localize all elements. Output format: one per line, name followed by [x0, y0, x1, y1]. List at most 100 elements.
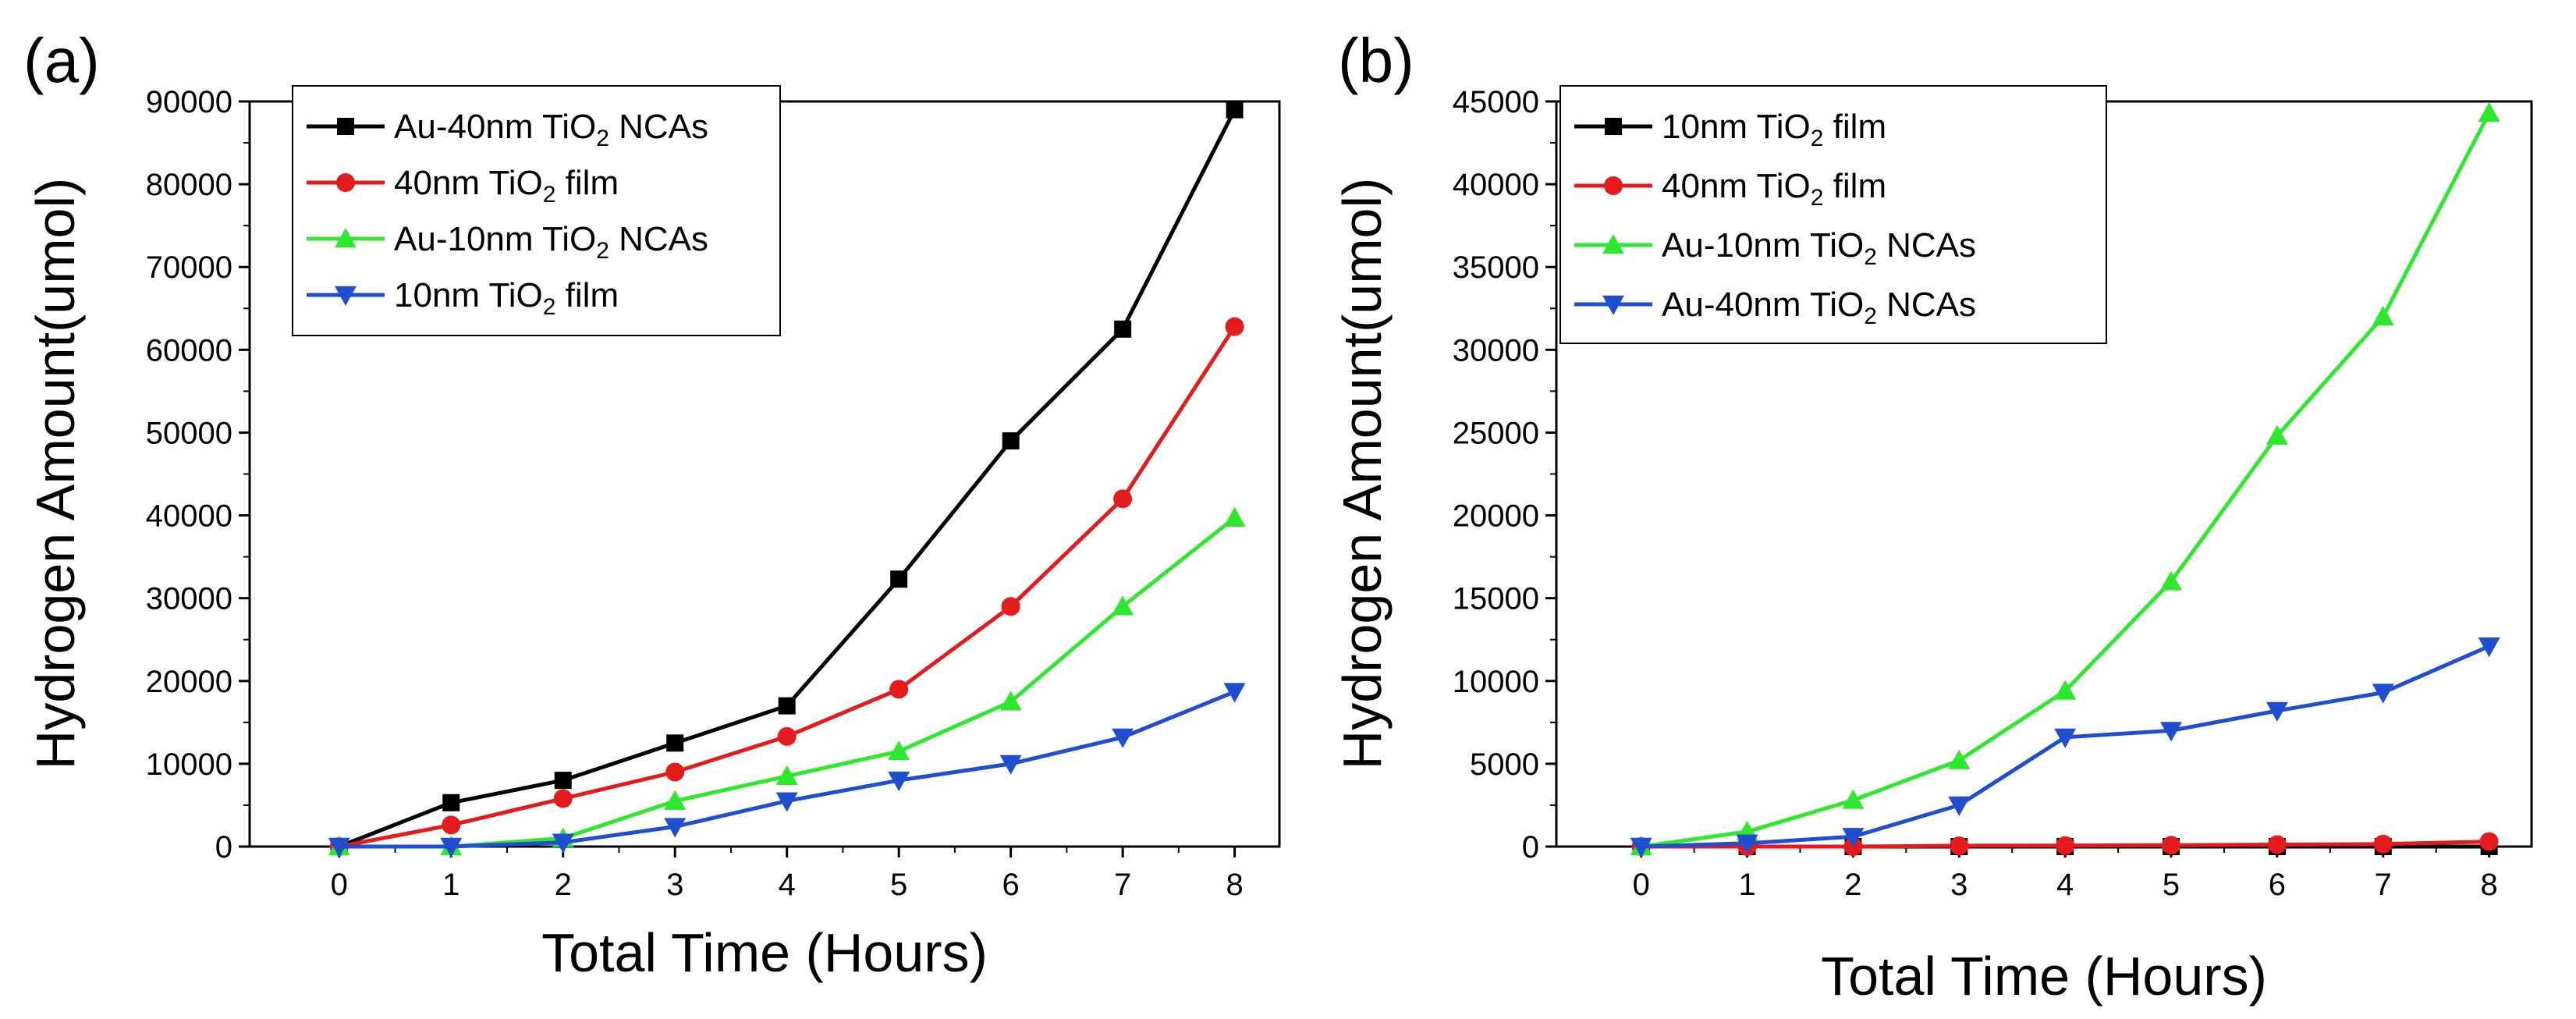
x-tick-label: 6: [1002, 868, 1020, 902]
x-tick-label: 5: [890, 868, 907, 902]
y-tick-label: 15000: [1453, 582, 1539, 616]
legend-marker: [336, 173, 355, 192]
data-point: [890, 570, 908, 588]
data-point: [888, 771, 910, 792]
legend-box: [1559, 85, 2107, 344]
data-point: [442, 815, 461, 835]
legend: 10nm TiO2 film 40nm TiO2 film Au-10nm TiO2…: [1559, 85, 2107, 344]
legend-item: Au-40nm TiO2 NCAs: [307, 108, 708, 151]
data-point: [1948, 796, 1971, 816]
y-tick-label: 70000: [146, 250, 232, 285]
y-tick-label: 0: [215, 830, 232, 865]
x-tick-label: 4: [779, 868, 796, 902]
data-point: [2160, 570, 2183, 591]
data-point: [2372, 683, 2394, 704]
data-point: [1223, 506, 1246, 527]
data-point: [1112, 728, 1134, 748]
data-point: [1001, 597, 1020, 616]
data-point: [2056, 836, 2075, 855]
y-tick-label: 0: [1522, 830, 1539, 865]
legend-marker: [1605, 118, 1622, 135]
y-tick-label: 25000: [1453, 416, 1539, 450]
legend-label: Au-40nm TiO2 NCAs: [1662, 286, 1976, 329]
y-axis-title: Hydrogen Amount(umol): [25, 178, 86, 770]
data-point: [1114, 320, 1132, 338]
panel-label: (a): [23, 26, 100, 95]
data-point: [2372, 305, 2394, 326]
data-point: [1002, 432, 1020, 450]
legend-marker: [1602, 234, 1624, 254]
x-tick-label: 6: [2269, 868, 2286, 902]
data-point: [999, 754, 1022, 775]
x-tick-label: 3: [1950, 868, 1967, 902]
data-point: [1113, 489, 1133, 509]
data-point: [778, 697, 796, 715]
legend-marker: [337, 118, 354, 135]
x-tick-label: 8: [1226, 868, 1243, 902]
data-point: [1950, 836, 1969, 855]
x-tick-label: 1: [1738, 868, 1755, 902]
y-tick-label: 20000: [146, 665, 232, 699]
legend-label: 10nm TiO2 film: [1662, 108, 1886, 151]
y-tick-label: 20000: [1453, 499, 1539, 534]
x-tick-label: 7: [1114, 868, 1131, 902]
legend-label: Au-10nm TiO2 NCAs: [1662, 226, 1976, 270]
y-tick-label: 10000: [1453, 665, 1539, 699]
data-point: [2160, 722, 2183, 742]
series-4: [328, 683, 1246, 857]
legend: Au-40nm TiO2 NCAs 40nm TiO2 film Au-10nm T…: [292, 85, 781, 336]
legend-item: Au-10nm TiO2 NCAs: [1574, 226, 1976, 270]
legend-label: 10nm TiO2 film: [394, 276, 619, 320]
chart-panel-b: (b)0500010000150002000025000300003500040…: [1332, 26, 2533, 1007]
data-point: [2373, 834, 2393, 854]
data-point: [1225, 317, 1244, 336]
legend-marker: [335, 286, 357, 306]
legend-item: 10nm TiO2 film: [307, 276, 619, 320]
data-point: [1223, 683, 1246, 703]
data-point: [2054, 728, 2077, 748]
series-4: [1630, 637, 2500, 857]
y-tick-label: 40000: [146, 499, 232, 534]
y-tick-label: 60000: [146, 333, 232, 367]
x-tick-label: 0: [331, 868, 348, 902]
x-tick-label: 7: [2375, 868, 2392, 902]
data-point: [553, 789, 573, 808]
legend-label: Au-10nm TiO2 NCAs: [394, 220, 708, 264]
legend-item: 10nm TiO2 film: [1574, 108, 1886, 151]
legend-marker: [1602, 295, 1624, 315]
y-tick-label: 45000: [1453, 85, 1539, 119]
data-point: [2479, 832, 2499, 851]
data-point: [1842, 789, 1865, 809]
y-tick-label: 80000: [146, 168, 232, 202]
x-tick-label: 1: [442, 868, 459, 902]
x-tick-label: 3: [666, 868, 683, 902]
data-point: [328, 837, 350, 857]
data-point: [2162, 836, 2181, 855]
data-point: [2054, 680, 2077, 700]
data-point: [442, 794, 460, 811]
x-tick-label: 2: [555, 868, 572, 902]
y-tick-label: 5000: [1470, 747, 1539, 782]
legend-label: Au-40nm TiO2 NCAs: [394, 108, 708, 151]
series-2: [329, 317, 1244, 856]
x-tick-label: 0: [1633, 868, 1650, 902]
chart-panel-a: (a) 0 10000 20000 30000 40000 50000 60000 70000 8…: [23, 26, 1281, 983]
y-tick-label: 50000: [146, 416, 232, 450]
panel-label: (b): [1338, 26, 1414, 95]
legend-item: Au-40nm TiO2 NCAs: [1574, 286, 1976, 329]
data-point: [552, 833, 574, 854]
data-point: [2478, 637, 2500, 658]
data-point: [775, 792, 798, 812]
y-axis-title: Hydrogen Amount(umol): [1332, 178, 1393, 770]
data-point: [1736, 834, 1758, 854]
x-tick-label: 8: [2481, 868, 2498, 902]
data-point: [999, 691, 1022, 711]
legend-label: 40nm TiO2 film: [1662, 167, 1886, 211]
data-point: [2478, 101, 2500, 122]
data-point: [1948, 749, 1971, 769]
data-point: [2266, 701, 2288, 722]
data-point: [440, 837, 463, 857]
data-point: [664, 790, 687, 810]
data-point: [777, 726, 797, 746]
